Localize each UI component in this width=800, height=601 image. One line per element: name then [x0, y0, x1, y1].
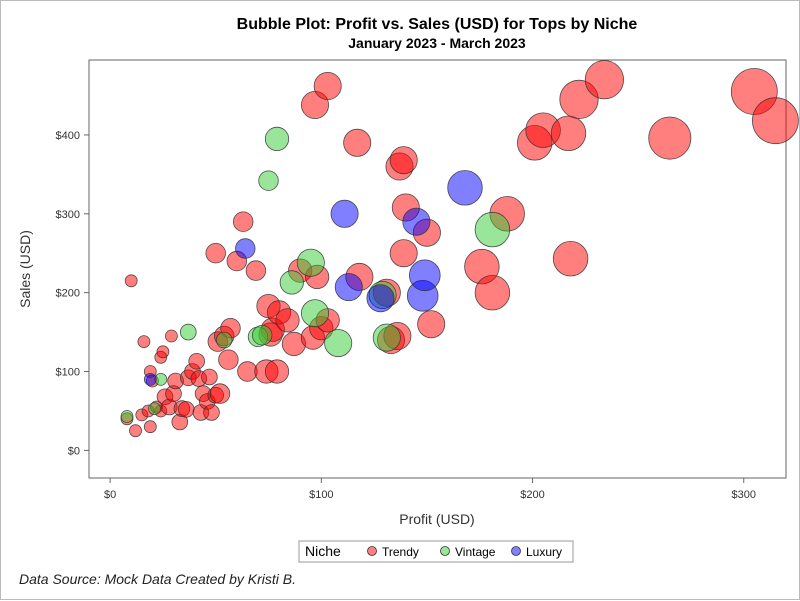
- bubble-vintage: [180, 323, 197, 341]
- bubble-trendy: [164, 329, 178, 343]
- legend-box: [298, 540, 574, 563]
- bubble-trendy: [156, 345, 170, 359]
- x-axis-ticks: $0 $100 $200 $300: [104, 478, 756, 501]
- bubble-vintage: [372, 323, 401, 352]
- bubble-layer: [120, 60, 799, 438]
- x-tick-label: $300: [732, 489, 756, 501]
- bubble-luxury: [402, 207, 431, 236]
- legend: Niche Trendy Vintage Luxury: [298, 540, 574, 563]
- bubble-trendy: [552, 241, 589, 277]
- bubble-trendy: [389, 146, 418, 175]
- bubble-trendy: [205, 242, 226, 264]
- bubble-trendy: [137, 335, 151, 349]
- bubble-vintage: [324, 329, 353, 358]
- bubble-trendy: [245, 260, 267, 281]
- bubble-vintage: [120, 410, 134, 423]
- y-tick-label: $400: [56, 130, 80, 142]
- data-source-footnote: Data Source: Mock Data Created by Kristi…: [19, 571, 296, 587]
- bubble-trendy: [343, 128, 372, 157]
- bubble-trendy: [232, 211, 254, 232]
- bubble-vintage: [296, 248, 325, 277]
- bubble-luxury: [235, 238, 256, 259]
- legend-label-luxury: Luxury: [526, 545, 562, 559]
- bubble-luxury: [366, 284, 395, 313]
- legend-marker-vintage: [440, 546, 450, 556]
- bubble-trendy: [275, 308, 300, 333]
- legend-title: Niche: [305, 543, 341, 559]
- y-tick-label: $300: [56, 209, 80, 221]
- y-axis-label: Sales (USD): [17, 230, 33, 308]
- y-tick-label: $0: [68, 445, 80, 457]
- bubble-trendy: [474, 275, 511, 311]
- bubble-luxury: [447, 170, 483, 206]
- bubble-vintage: [474, 211, 511, 248]
- bubble-trendy: [129, 424, 142, 438]
- y-tick-label: $200: [56, 288, 80, 300]
- bubble-vintage: [258, 170, 279, 191]
- bubble-trendy: [143, 420, 157, 434]
- x-axis-label: Profit (USD): [399, 511, 474, 527]
- bubble-vintage: [264, 126, 290, 151]
- chart-subtitle: January 2023 - March 2023: [348, 35, 526, 51]
- bubble-trendy: [550, 115, 587, 151]
- bubble-trendy: [237, 361, 258, 382]
- bubble-vintage: [300, 299, 329, 328]
- plot-area: [88, 59, 787, 479]
- bubble-luxury: [143, 372, 157, 386]
- bubble-trendy: [203, 404, 220, 421]
- bubble-trendy: [389, 239, 418, 268]
- bubble-luxury: [334, 273, 363, 302]
- bubble-trendy: [313, 72, 342, 101]
- bubble-trendy: [264, 359, 290, 384]
- bubble-trendy: [201, 368, 218, 386]
- legend-label-vintage: Vintage: [455, 545, 496, 559]
- bubble-vintage: [148, 402, 161, 416]
- bubble-vintage: [252, 325, 273, 346]
- bubble-trendy: [124, 274, 138, 288]
- bubble-trendy: [188, 352, 206, 370]
- bubble-trendy: [218, 349, 239, 370]
- bubble-trendy: [752, 97, 799, 145]
- y-axis-ticks: $0 $100 $200 $300 $400: [56, 130, 89, 457]
- bubble-trendy: [584, 60, 625, 100]
- bubble-vintage: [279, 270, 304, 295]
- bubble-trendy: [209, 383, 231, 404]
- y-tick-label: $100: [56, 367, 80, 379]
- bubble-trendy: [417, 310, 446, 339]
- bubble-luxury: [330, 199, 359, 228]
- legend-marker-luxury: [511, 546, 521, 556]
- x-tick-label: $200: [520, 489, 544, 501]
- x-tick-label: $100: [309, 489, 333, 501]
- bubble-vintage: [215, 331, 233, 349]
- bubble-trendy: [648, 116, 692, 160]
- legend-label-trendy: Trendy: [382, 545, 419, 559]
- chart-title: Bubble Plot: Profit vs. Sales (USD) for …: [237, 16, 638, 33]
- bubble-trendy: [177, 401, 195, 418]
- legend-marker-trendy: [367, 546, 377, 556]
- x-tick-label: $0: [104, 489, 116, 501]
- bubble-luxury: [408, 259, 441, 292]
